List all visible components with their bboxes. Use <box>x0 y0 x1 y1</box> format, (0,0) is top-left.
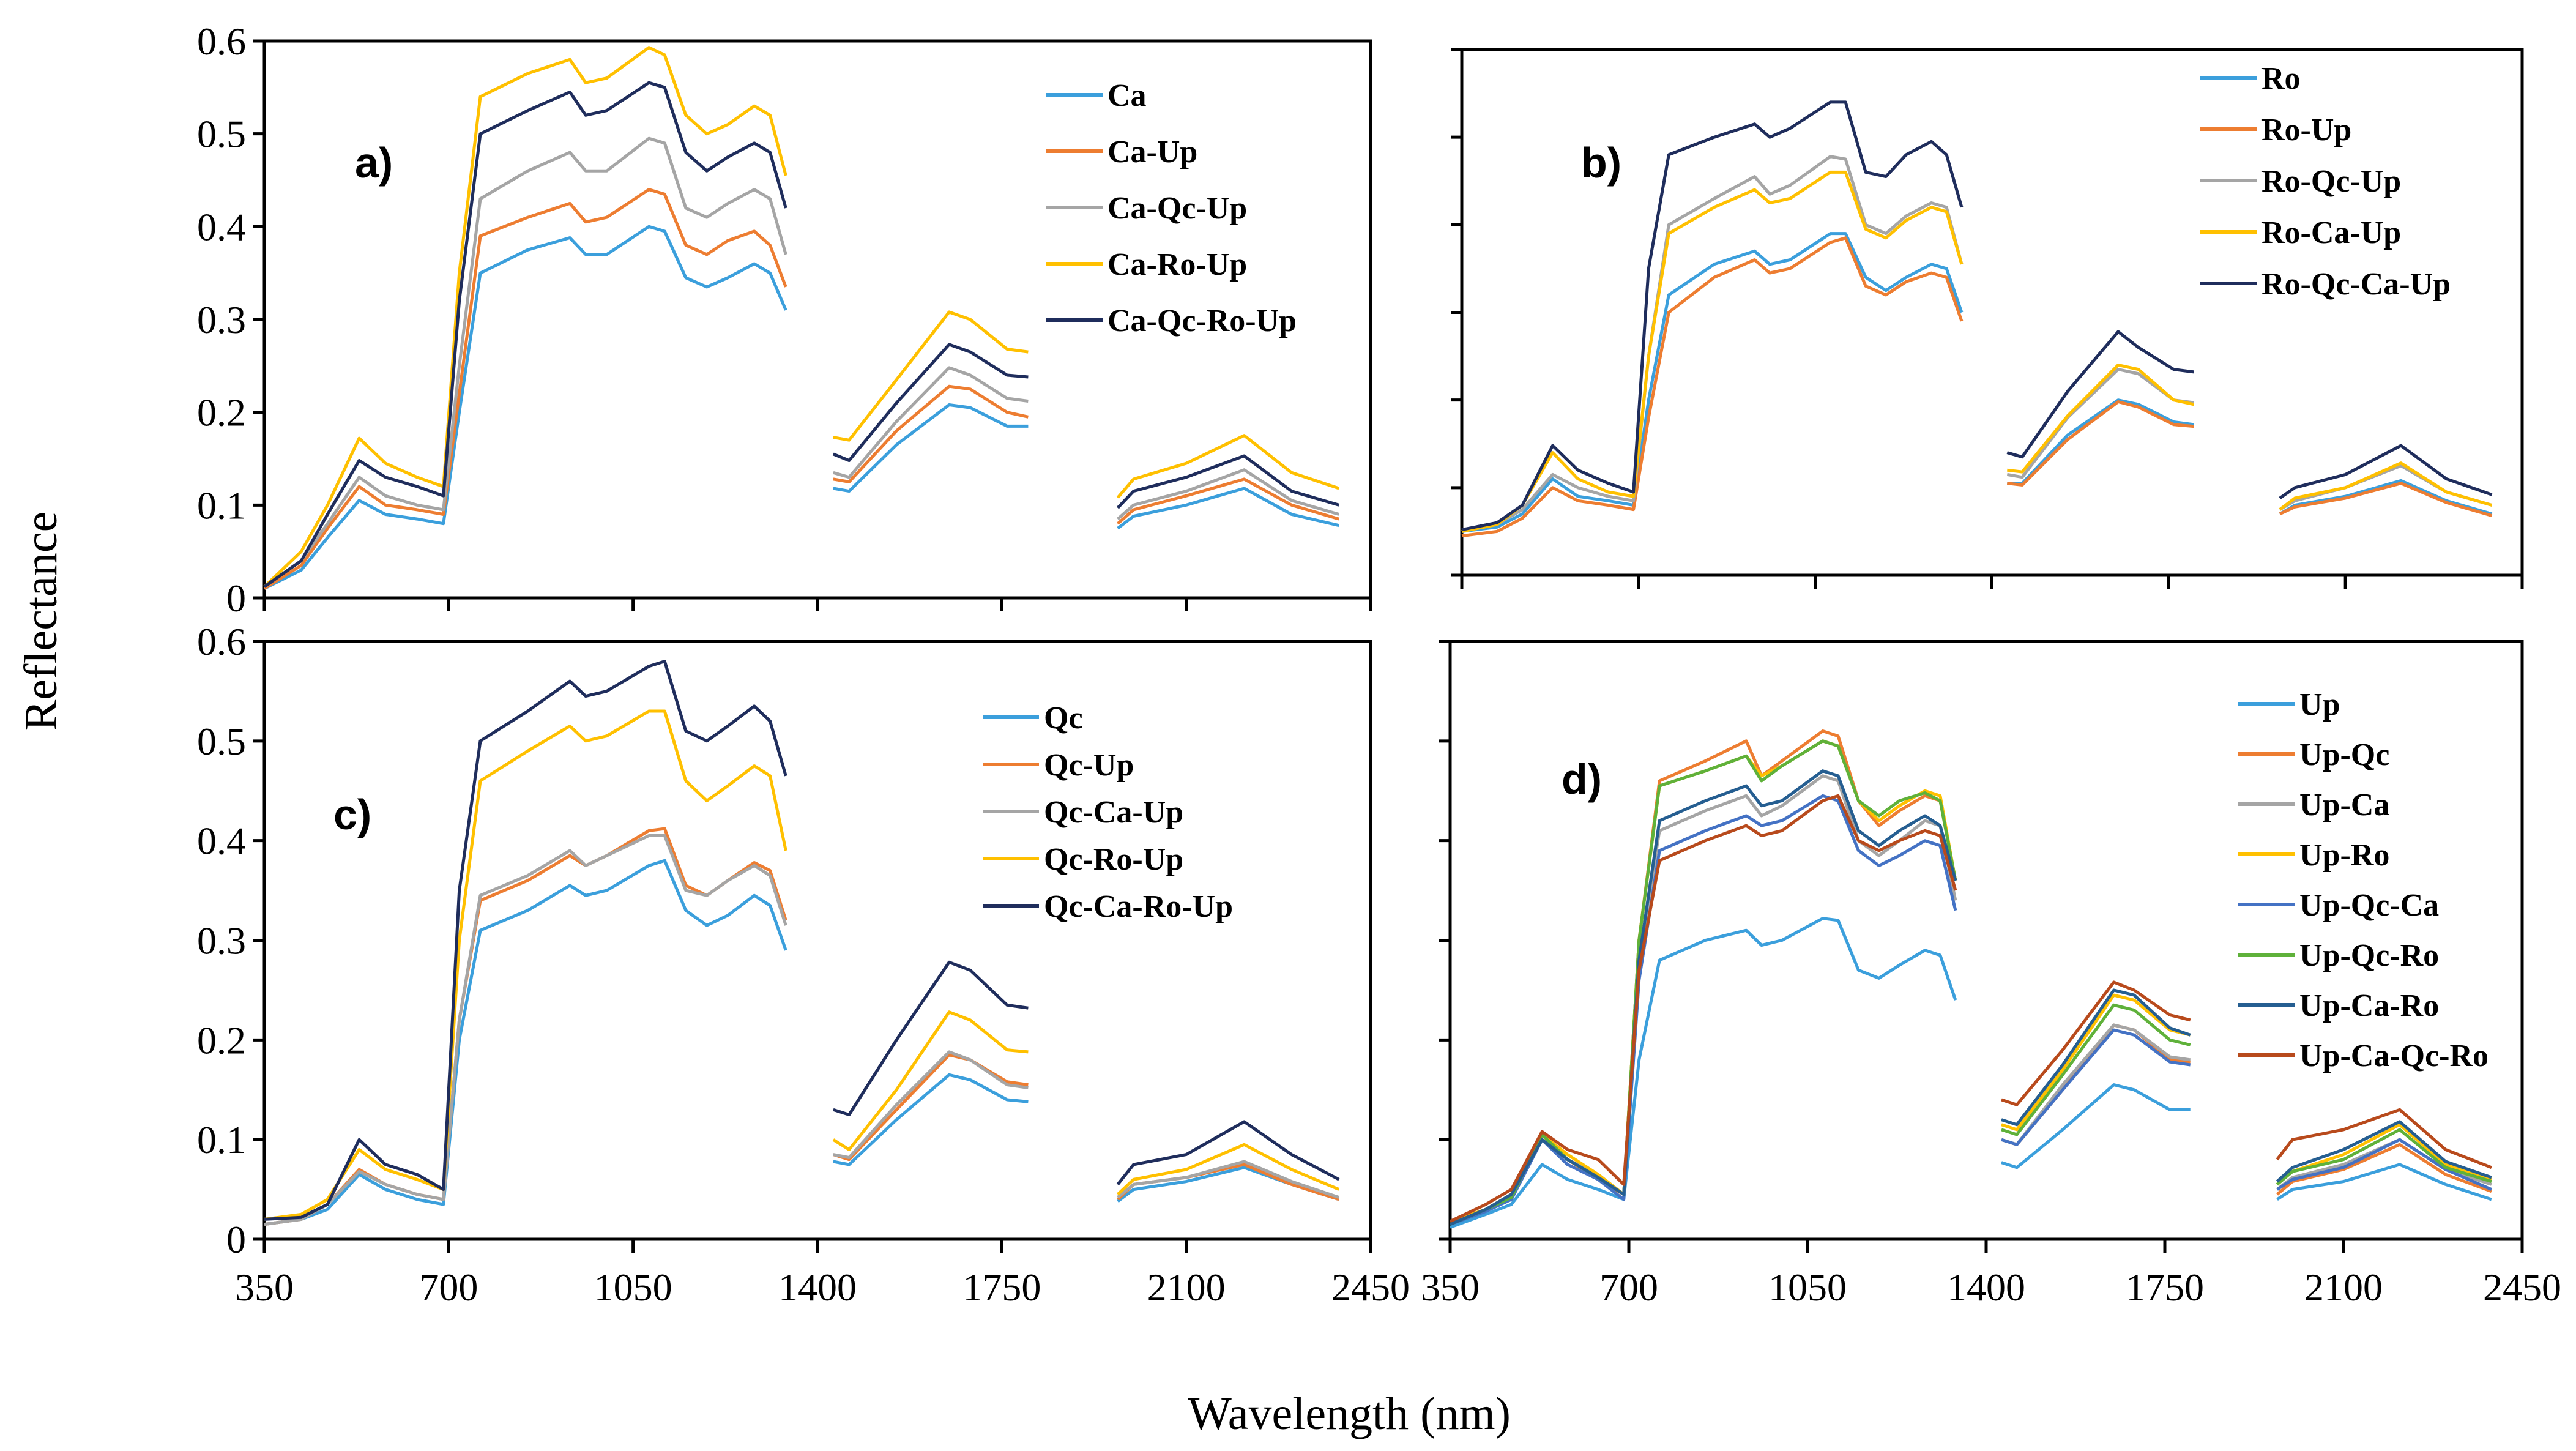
y-tick-label: 0.1 <box>197 483 246 527</box>
x-tick-label: 1750 <box>962 1266 1041 1309</box>
y-tick-label: 0.2 <box>197 391 246 435</box>
y-tick-label: 0 <box>226 1218 246 1261</box>
y-axis-label: Reflectance <box>15 512 67 731</box>
legend: Ca Ca-Up Ca-Qc-Up Ca-Ro-Up Ca-Qc-Ro-Up <box>1046 78 1297 338</box>
x-tick-label: 2100 <box>2304 1266 2383 1309</box>
series-line-ro-ca-up <box>1461 170 2493 533</box>
panel-b: b) Ro Ro-Up Ro-Qc-Up Ro-Ca-Up Ro-Qc-Ca-Up <box>1451 48 2524 589</box>
series-line-up <box>1450 917 2492 1229</box>
x-tick-label: 350 <box>235 1266 294 1309</box>
y-tick-label: 0.4 <box>197 205 246 248</box>
legend-label: Up-Qc-Ca <box>2299 888 2439 923</box>
panel-c: 0 0.1 0.2 0.3 0.4 0.5 0.6 350 700 1050 1400 1750 210… <box>197 620 1410 1309</box>
legend: Qc Qc-Up Qc-Ca-Up Qc-Ro-Up Qc-Ca-Ro-Up <box>983 701 1233 924</box>
legend-label: Ro-Up <box>2261 113 2351 147</box>
legend-label: Up-Qc-Ro <box>2299 938 2439 973</box>
y-tick-label: 0.6 <box>197 20 246 63</box>
series-line-ca-up <box>263 188 1340 590</box>
y-tick-label: 0.6 <box>197 620 246 663</box>
series-line-qc-ca-ro-up <box>264 660 1340 1221</box>
y-tick-label: 0.4 <box>197 819 246 863</box>
series-line-ro-qc-ca-up <box>1461 100 2493 532</box>
panel-label: b) <box>1581 139 1621 187</box>
legend-label: Ro-Qc-Up <box>2261 164 2401 199</box>
legend-label: Ca <box>1107 78 1147 113</box>
panel-a: 0 0.1 0.2 0.3 0.4 0.5 0.6 a) Ca Ca-Up Ca-Qc-Up Ca-R… <box>197 20 1372 620</box>
x-tick-label: 2450 <box>2483 1266 2561 1309</box>
series-line-ca-ro-up <box>263 46 1340 588</box>
y-tick-label: 0.3 <box>197 919 246 963</box>
legend-label: Ca-Qc-Up <box>1107 191 1247 226</box>
legend-label: Ro-Qc-Ca-Up <box>2261 267 2451 302</box>
legend-label: Qc <box>1044 701 1083 736</box>
y-tick-label: 0.3 <box>197 298 246 341</box>
y-tick-label: 0 <box>226 576 246 620</box>
panel-label: c) <box>333 791 371 838</box>
legend: Up Up-Qc Up-Ca Up-Ro Up-Qc-Ca Up-Qc-Ro Up-Ca-R… <box>2238 687 2489 1073</box>
series-line-qc-ro-up <box>264 709 1340 1221</box>
legend-label: Ca-Up <box>1107 135 1197 170</box>
series-line-ca <box>263 225 1339 591</box>
series-line-up-qc-ro <box>1450 739 2492 1226</box>
legend-label: Qc-Ca-Ro-Up <box>1044 889 1233 924</box>
x-axis-label: Wavelength (nm) <box>1188 1388 1511 1439</box>
x-tick-label: 2450 <box>1331 1266 1410 1309</box>
x-tick-label: 1750 <box>2126 1266 2204 1309</box>
series-line-ca-qc-up <box>263 136 1340 588</box>
legend-label: Ca-Ro-Up <box>1107 247 1247 282</box>
series-line-up-ca-qc-ro <box>1449 794 2492 1223</box>
legend-label: Up-Qc <box>2299 737 2389 772</box>
legend-label: Ca-Qc-Ro-Up <box>1107 304 1297 338</box>
legend-label: Qc-Ro-Up <box>1044 842 1183 877</box>
x-tick-label: 350 <box>1421 1266 1480 1309</box>
series-line-ca-qc-ro-up <box>263 81 1340 588</box>
panel-label: a) <box>355 139 393 187</box>
x-tick-label: 1050 <box>1768 1266 1847 1309</box>
panel-d: 350 700 1050 1400 1750 2100 2450 d) Up Up-Qc Up-Ca… <box>1421 640 2561 1309</box>
legend-label: Up-Ca-Qc-Ro <box>2299 1039 2489 1073</box>
series-line-qc-up <box>264 827 1340 1226</box>
panel-label: d) <box>1562 755 1602 803</box>
plot-frame <box>1460 48 2524 577</box>
legend-label: Up-Ro <box>2299 838 2389 873</box>
series-line-ro-up <box>1461 236 2493 538</box>
x-tick-label: 700 <box>419 1266 478 1309</box>
series-line-qc-ca-up <box>264 834 1340 1226</box>
legend-label: Up-Ca-Ro <box>2299 988 2439 1023</box>
legend: Ro Ro-Up Ro-Qc-Up Ro-Ca-Up Ro-Qc-Ca-Up <box>2200 61 2451 302</box>
x-tick-label: 700 <box>1599 1266 1658 1309</box>
x-tick-label: 1400 <box>778 1266 857 1309</box>
y-tick-label: 0.5 <box>197 720 246 763</box>
series-line-up-ca-ro <box>1450 769 2492 1226</box>
plot-frame <box>262 640 1372 1241</box>
legend-label: Qc-Ca-Up <box>1044 795 1183 830</box>
legend-label: Up-Ca <box>2299 788 2389 822</box>
x-tick-label: 2100 <box>1147 1266 1226 1309</box>
legend-label: Ro <box>2261 61 2301 96</box>
legend-label: Qc-Up <box>1044 748 1134 783</box>
y-tick-label: 0.2 <box>197 1018 246 1062</box>
y-tick-label: 0.5 <box>197 113 246 156</box>
x-tick-label: 1400 <box>1947 1266 2025 1309</box>
legend-label: Up <box>2299 687 2340 722</box>
y-tick-label: 0.1 <box>197 1118 246 1162</box>
legend-label: Ro-Ca-Up <box>2261 215 2401 250</box>
x-tick-label: 1050 <box>594 1266 672 1309</box>
